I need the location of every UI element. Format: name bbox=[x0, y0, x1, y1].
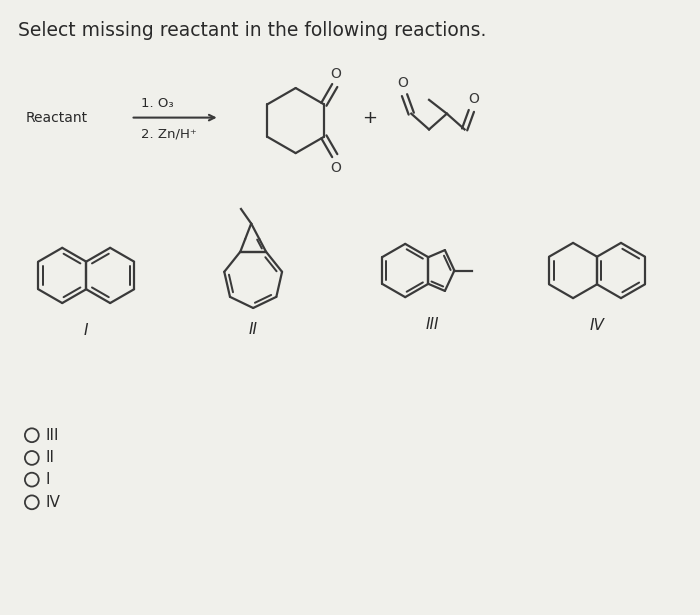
Text: I: I bbox=[46, 472, 50, 487]
Text: II: II bbox=[46, 450, 55, 466]
Text: O: O bbox=[330, 161, 341, 175]
Text: O: O bbox=[330, 66, 341, 81]
Text: Select missing reactant in the following reactions.: Select missing reactant in the following… bbox=[18, 21, 486, 40]
Text: +: + bbox=[363, 109, 377, 127]
Text: III: III bbox=[46, 428, 60, 443]
Text: I: I bbox=[84, 323, 88, 338]
Text: O: O bbox=[397, 76, 408, 90]
Text: III: III bbox=[426, 317, 439, 332]
Text: IV: IV bbox=[46, 495, 60, 510]
Text: IV: IV bbox=[589, 318, 605, 333]
Text: II: II bbox=[248, 322, 258, 337]
Text: Reactant: Reactant bbox=[26, 111, 88, 125]
Text: O: O bbox=[468, 92, 479, 106]
Text: 2. Zn/H⁺: 2. Zn/H⁺ bbox=[141, 127, 196, 140]
Text: 1. O₃: 1. O₃ bbox=[141, 97, 173, 109]
